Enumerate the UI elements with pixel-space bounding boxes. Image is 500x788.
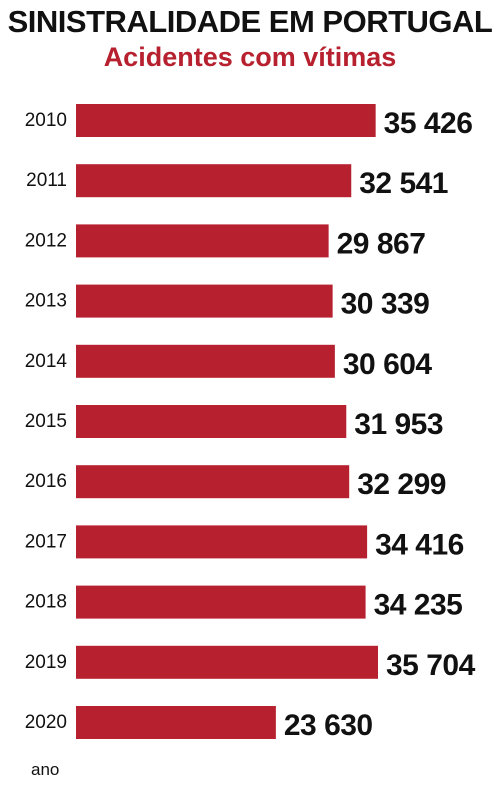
value-label: 35 426 [384,107,473,140]
bar-2015 [76,405,347,438]
category-label: 2013 [25,291,67,312]
bar-2019 [76,645,378,679]
category-label: 2020 [25,712,67,733]
bar-2013 [76,284,333,318]
value-label: 29 867 [337,227,426,260]
bar-2010 [76,104,376,137]
value-label: 23 630 [284,709,373,742]
chart-title: SINISTRALIDADE EM PORTUGAL [7,4,493,39]
category-axis-label: ano [31,760,60,779]
bar-2014 [76,344,335,378]
category-label: 2015 [25,411,67,432]
value-label: 30 339 [341,288,430,321]
value-label: 34 235 [374,589,463,622]
bar-2018 [76,585,366,619]
value-label: 32 299 [357,468,446,501]
value-label: 35 704 [386,649,476,682]
bar-2012 [76,224,329,258]
bar-2017 [76,525,368,559]
category-label: 2019 [25,652,67,673]
value-label: 32 541 [359,167,448,200]
category-label: 2017 [25,531,67,552]
category-label: 2014 [25,351,68,372]
chart-subtitle: Acidentes com vítimas [103,42,397,72]
bar-2016 [76,465,350,499]
category-label: 2010 [25,110,67,131]
bar-2020 [76,706,276,739]
value-label: 31 953 [354,408,443,441]
category-label: 2012 [25,230,67,251]
value-label: 30 604 [343,348,433,381]
category-label: 2018 [25,592,67,613]
category-label: 2011 [26,170,67,191]
category-label: 2016 [25,471,67,492]
bar-2011 [76,164,352,198]
value-label: 34 416 [375,528,464,561]
